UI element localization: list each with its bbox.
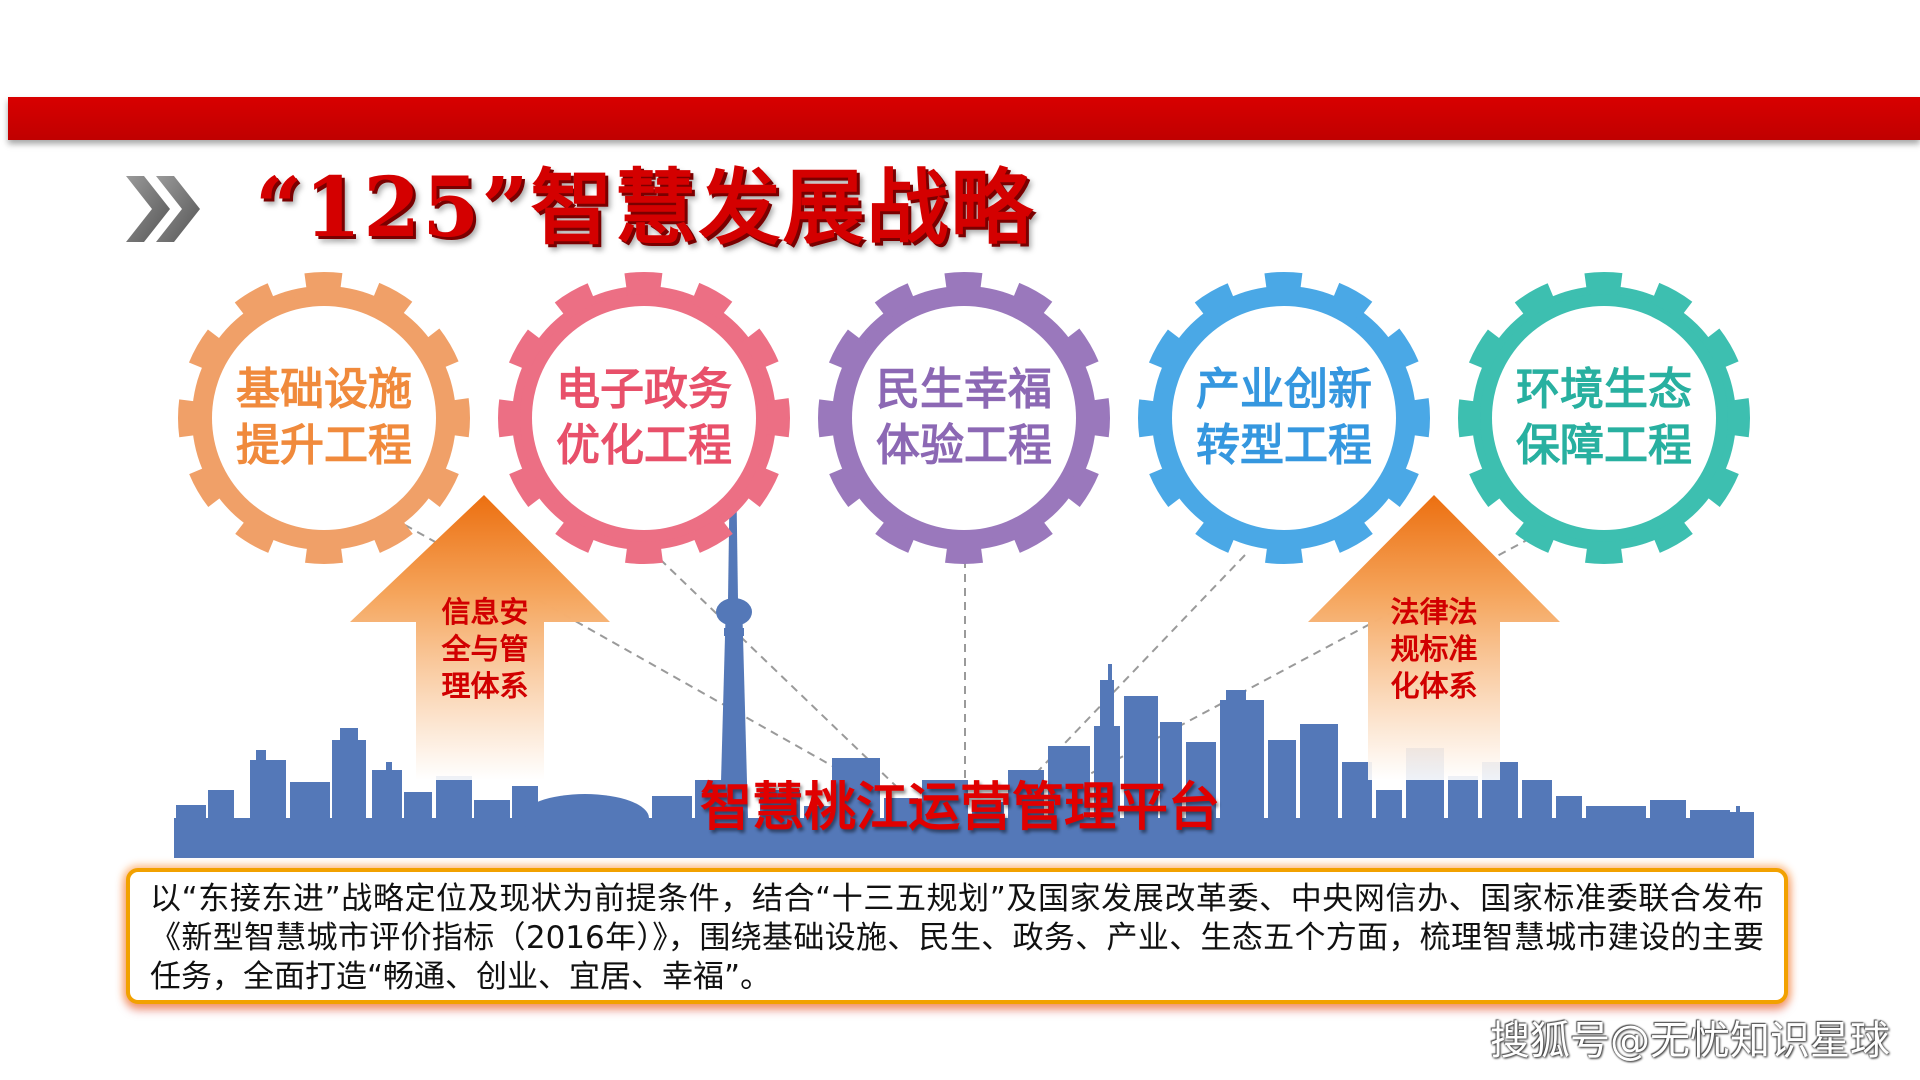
pillar-badge-3 — [818, 272, 1110, 564]
right-arrow-label-line1: 法律法 — [1390, 595, 1478, 629]
watermark: 搜狐号@无忧知识星球 — [1490, 1018, 1890, 1064]
left-arrow-label-line2: 全与管 — [441, 632, 529, 666]
description-text: 以“东接东进”战略定位及现状为前提条件，结合“十三五规划”及国家发展改革委、中央… — [150, 881, 1764, 995]
pillar-label-2-line1: 电子政务 — [556, 364, 732, 415]
pillar-label-5: 环境生态 保障工程 — [1484, 362, 1724, 474]
pillar-label-2: 电子政务 优化工程 — [524, 362, 764, 474]
pillar-label-3-line2: 体验工程 — [876, 420, 1052, 471]
pillar-badge-2 — [498, 272, 790, 564]
pillar-label-4-line1: 产业创新 — [1196, 364, 1372, 415]
pillar-label-5-line2: 保障工程 — [1516, 420, 1692, 471]
pillar-label-5-line1: 环境生态 — [1516, 364, 1692, 415]
pillar-label-1-line2: 提升工程 — [236, 420, 412, 471]
pillar-label-2-line2: 优化工程 — [556, 420, 732, 471]
right-arrow-label-line3: 化体系 — [1390, 669, 1478, 703]
pillar-label-1-line1: 基础设施 — [236, 364, 412, 415]
right-arrow-label-line2: 规标准 — [1390, 632, 1478, 666]
pillar-label-1: 基础设施 提升工程 — [204, 362, 444, 474]
pillar-label-3-line1: 民生幸福 — [876, 364, 1052, 415]
top-red-banner — [8, 97, 1920, 140]
pillar-label-3: 民生幸福 体验工程 — [844, 362, 1084, 474]
left-arrow-label-line1: 信息安 — [441, 595, 529, 629]
right-support-arrow — [1308, 495, 1560, 780]
pillar-badge-4 — [1138, 272, 1430, 564]
pillar-label-4: 产业创新 转型工程 — [1164, 362, 1404, 474]
left-arrow-label-line3: 理体系 — [441, 669, 529, 703]
right-arrow-label: 法律法 规标准 化体系 — [1364, 594, 1504, 705]
pillar-badge-5 — [1458, 272, 1750, 564]
pillar-label-4-line2: 转型工程 — [1196, 420, 1372, 471]
pillar-badge-1 — [178, 272, 470, 564]
city-skyline — [174, 460, 1754, 858]
double-chevron-icon — [126, 176, 200, 242]
page-title: “125”智慧发展战略 — [255, 160, 1035, 256]
left-support-arrow — [350, 495, 610, 780]
platform-title: 智慧桃江运营管理平台 — [699, 778, 1220, 838]
description-box: 以“东接东进”战略定位及现状为前提条件，结合“十三五规划”及国家发展改革委、中央… — [126, 868, 1788, 1004]
left-arrow-label: 信息安 全与管 理体系 — [415, 594, 555, 705]
